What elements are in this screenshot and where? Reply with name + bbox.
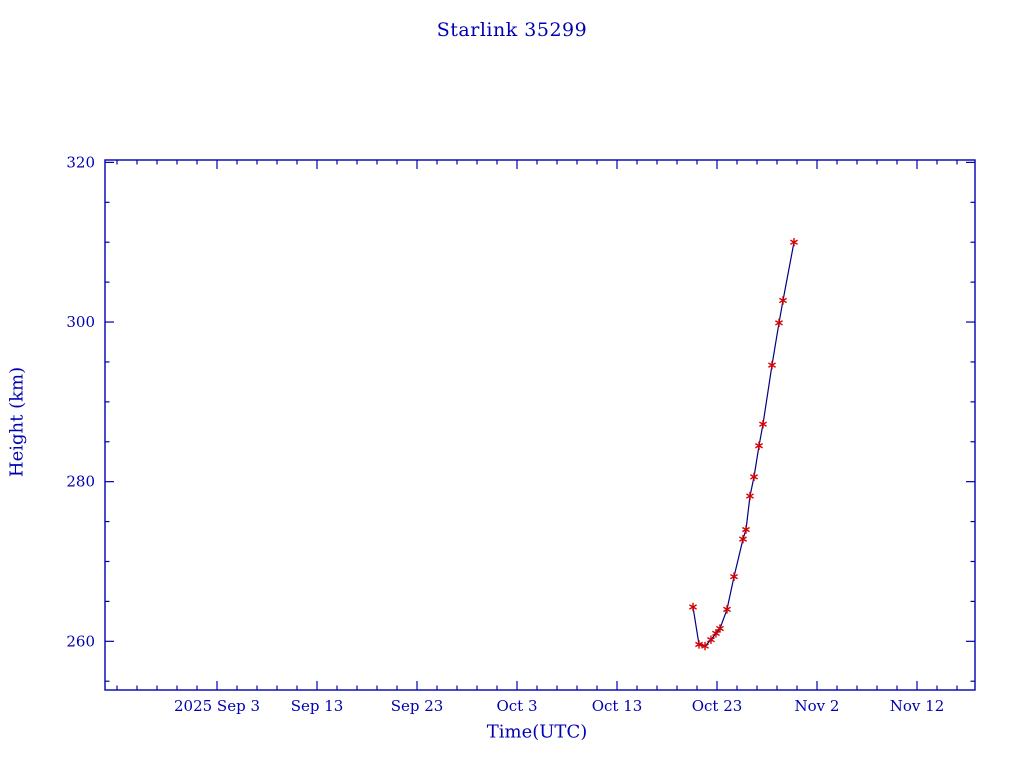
data-point-marker [779, 297, 787, 304]
y-tick-label: 300 [66, 313, 95, 331]
x-tick-label: Oct 3 [496, 697, 537, 715]
x-tick-label: Sep 23 [391, 697, 444, 715]
x-tick-label: Oct 13 [592, 697, 643, 715]
data-point-marker [695, 641, 703, 648]
data-point-marker [775, 320, 783, 326]
data-point-marker [707, 637, 715, 643]
plot-frame [104, 159, 976, 691]
x-axis-label: Time(UTC) [486, 721, 588, 743]
y-tick-label: 280 [66, 473, 95, 491]
y-tick-label: 320 [66, 153, 95, 171]
data-point-marker [759, 421, 767, 427]
data-point-marker [746, 493, 754, 499]
y-tick-label: 260 [66, 632, 95, 650]
data-point-marker [716, 625, 724, 632]
data-point-marker [689, 604, 697, 610]
data-point-marker [712, 630, 720, 637]
data-point-marker [755, 443, 763, 449]
data-point-marker [750, 474, 758, 480]
data-point-marker [723, 606, 731, 613]
x-tick-label: 2025 Sep 3 [174, 697, 260, 715]
x-tick-label: Nov 2 [795, 697, 840, 715]
x-tick-label: Sep 13 [291, 697, 344, 715]
x-tick-label: Nov 12 [890, 697, 945, 715]
data-point-marker [739, 536, 747, 542]
data-point-marker [790, 239, 798, 245]
x-tick-label: Oct 23 [692, 697, 743, 715]
data-point-marker [742, 526, 750, 533]
height-series-line [692, 242, 795, 647]
chart-title: Starlink 35299 [436, 19, 588, 41]
data-point-marker [701, 643, 709, 649]
data-point-marker [730, 573, 738, 580]
data-point-marker [768, 362, 776, 368]
